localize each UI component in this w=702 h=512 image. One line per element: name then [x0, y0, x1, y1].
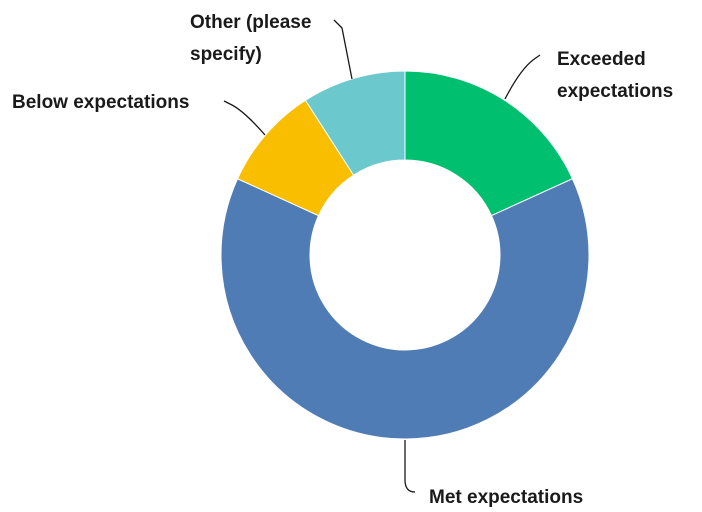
leader-line-met	[404, 440, 416, 493]
slice-label-met: Met expectations	[429, 487, 583, 508]
slice-met	[220, 178, 590, 440]
slice-exceeded	[404, 70, 574, 217]
slice-label-below: Below expectations	[12, 92, 189, 113]
leader-line-below	[223, 100, 266, 136]
donut-slices	[220, 70, 590, 440]
leader-line-exceeded	[504, 54, 541, 100]
slice-other	[304, 70, 406, 176]
leader-line-other	[333, 19, 353, 80]
slice-label-other: Other (please specify)	[190, 12, 311, 65]
slice-label-exceeded: Exceeded expectations	[557, 49, 673, 102]
